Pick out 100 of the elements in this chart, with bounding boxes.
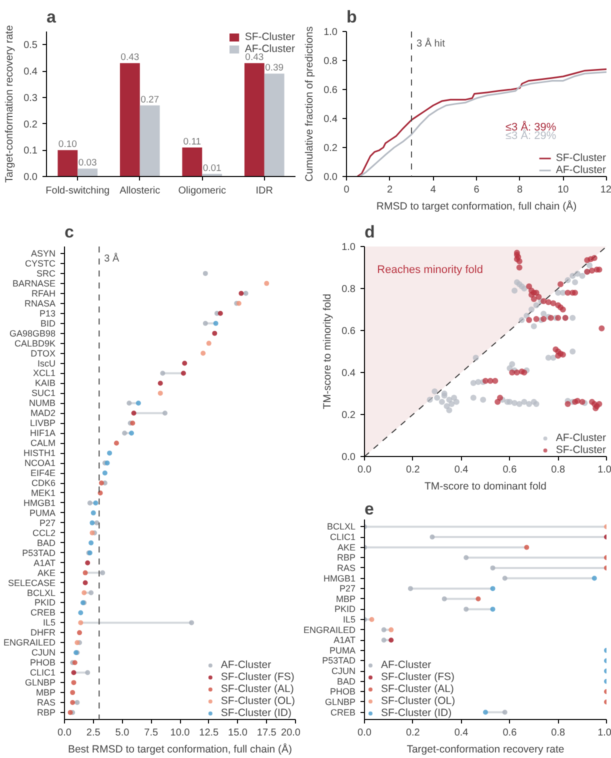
legend-label: SF-Cluster (AL) [220, 683, 294, 695]
y-tick-label: BCLXL [26, 588, 56, 598]
legend-label: AF-Cluster [381, 659, 432, 671]
x-tick-label: 0.0 [58, 728, 72, 738]
y-tick-label: 0.2 [324, 143, 338, 154]
data-label: 0.03 [78, 158, 97, 169]
y-tick-label: HIF1A [30, 428, 56, 438]
y-axis-title: TM-score to minority fold [322, 294, 334, 410]
y-tick-label: 0.4 [24, 66, 38, 78]
data-label: 0.27 [140, 94, 160, 106]
y-tick-label: KAIB [34, 378, 56, 388]
chart-title: c [64, 222, 74, 242]
y-tick-label: PKID [334, 604, 356, 614]
y-tick-label: CDK6 [31, 478, 56, 488]
y-tick-label: P13 [39, 308, 56, 318]
legend-label: AF-Cluster [244, 43, 295, 55]
y-tick-label: CREB [30, 608, 56, 618]
y-tick-label: ENGRAILED [303, 624, 356, 635]
chart-title: b [346, 8, 357, 26]
x-tick-label: 17.5 [256, 728, 277, 738]
chart-title: d [364, 222, 375, 242]
y-tick-label: SELECASE [8, 578, 56, 588]
x-tick-label: 0.8 [551, 728, 566, 738]
data-label: 0.01 [202, 162, 222, 174]
chart-title: e [364, 500, 374, 518]
x-tick-label: 0.2 [406, 728, 420, 738]
legend-label: SF-Cluster (AL) [381, 683, 454, 695]
y-tick-label: MBP [36, 688, 56, 698]
x-tick-label: Fold-switching [46, 186, 110, 196]
y-tick-label: CJUN [332, 666, 356, 676]
y-tick-label: 0.5 [24, 40, 38, 52]
chart-title: a [46, 8, 56, 26]
y-tick-label: DHFR [30, 628, 56, 638]
ref-line-label: 3 Å hit [416, 38, 446, 50]
y-tick-label: MBP [336, 594, 356, 604]
legend-label: SF-Cluster (ID) [220, 707, 292, 719]
x-tick-label: 6 [474, 184, 480, 196]
x-tick-label: 4 [430, 184, 436, 196]
y-tick-label: RAS [36, 698, 56, 708]
annotation: Reaches minority fold [377, 264, 483, 276]
legend-label: AF-Cluster [220, 659, 272, 671]
x-tick-label: 7.5 [144, 728, 159, 738]
y-axis-title: Target-conformation recovery rate [4, 25, 16, 183]
x-tick-label: 2.5 [86, 728, 101, 738]
y-tick-label: 0.0 [324, 172, 338, 183]
legend-label: SF-Cluster (FS) [220, 671, 294, 683]
y-tick-label: 0.4 [342, 368, 356, 379]
x-tick-label: 1.0 [598, 464, 611, 476]
y-tick-label: CJUN [32, 648, 56, 658]
y-tick-label: BAD [36, 538, 56, 548]
y-tick-label: XCL1 [32, 368, 56, 378]
y-tick-label: IL5 [42, 618, 56, 628]
y-tick-label: AKE [37, 568, 56, 578]
x-axis-title: TM-score to dominant fold [424, 480, 547, 492]
y-tick-label: P53TAD [322, 656, 356, 666]
y-tick-label: PKID [34, 598, 56, 608]
y-tick-label: A1AT [34, 558, 56, 568]
y-tick-label: 0.1 [24, 146, 38, 157]
y-tick-label: ENGRAILED [3, 638, 56, 648]
x-tick-label: 0.0 [358, 728, 372, 738]
annotation: ≤3 Å: 29% [506, 129, 556, 142]
y-tick-label: SRC [36, 268, 56, 278]
y-tick-label: RAS [336, 562, 356, 573]
y-tick-label: GA98GB98 [9, 328, 56, 338]
y-tick-label: IL5 [342, 614, 356, 624]
y-tick-label: RFAH [31, 288, 56, 298]
y-tick-label: HMGB1 [323, 573, 356, 584]
x-tick-label: 2 [387, 184, 394, 196]
data-label: 0.43 [120, 52, 140, 64]
y-tick-label: PUMA [30, 508, 56, 518]
x-axis-title: Best RMSD to target conformation, full chain (Å) [68, 742, 292, 756]
y-tick-label: PHOB [30, 658, 56, 668]
y-tick-label: P27 [39, 518, 56, 528]
x-tick-label: 0.8 [551, 464, 566, 476]
y-tick-label: BCLXL [326, 522, 356, 532]
y-tick-label: P27 [339, 584, 356, 594]
y-tick-label: NCOA1 [24, 458, 56, 468]
y-tick-label: 0.8 [324, 56, 338, 67]
x-tick-label: Allosteric [120, 186, 160, 196]
y-tick-label: GLNBP [324, 696, 356, 707]
y-tick-label: RBP [36, 708, 56, 718]
legend-label: SF-Cluster (OL) [220, 695, 295, 707]
x-tick-label: 12.5 [199, 728, 220, 738]
legend-label: SF-Cluster [556, 152, 606, 164]
y-tick-label: RBP [336, 552, 356, 563]
y-tick-label: BARNASE [12, 278, 56, 288]
y-tick-label: 0.2 [342, 410, 356, 421]
legend-label: AF-Cluster [556, 432, 606, 444]
x-tick-label: 0.4 [454, 728, 469, 738]
y-tick-label: PHOB [330, 686, 356, 697]
y-tick-label: 0.3 [24, 92, 38, 104]
y-tick-label: 0.6 [342, 326, 356, 337]
y-tick-label: CYSTC [25, 258, 56, 268]
x-tick-label: Oligomeric [178, 186, 226, 196]
data-label: 0.43 [245, 52, 264, 64]
y-tick-label: CLIC1 [30, 668, 56, 678]
data-label: 0.10 [58, 139, 77, 150]
x-tick-label: 10.0 [170, 728, 190, 738]
y-tick-label: 0.0 [342, 452, 356, 463]
y-tick-label: NUMB [29, 398, 56, 408]
